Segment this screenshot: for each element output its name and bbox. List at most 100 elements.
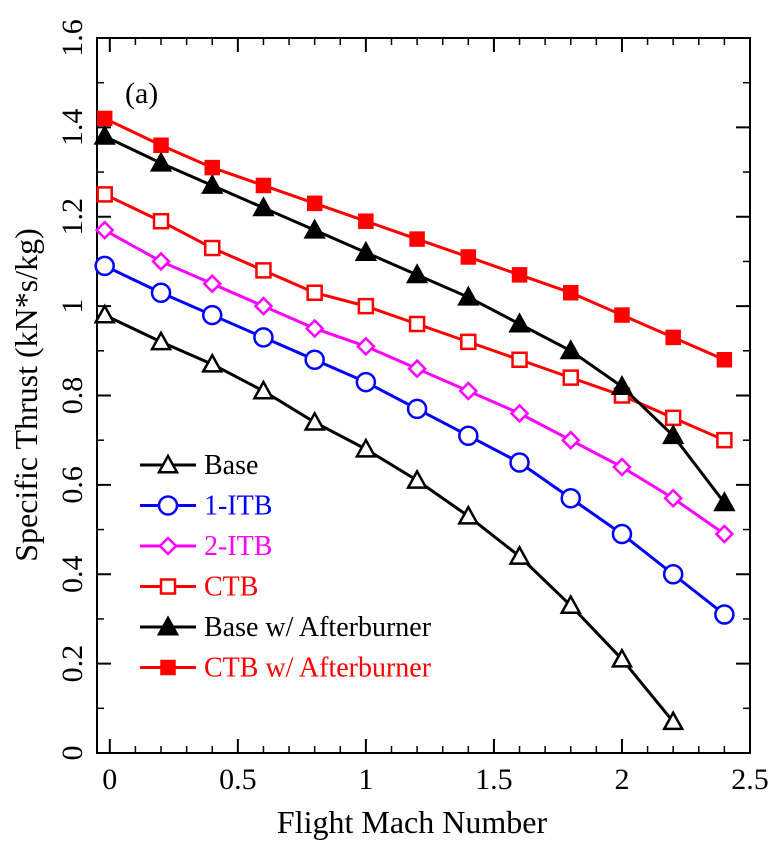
plot-frame xyxy=(96,37,751,754)
y-tick-label: 1.6 xyxy=(56,19,89,57)
data-point xyxy=(405,468,429,489)
y-tick-label: 0.2 xyxy=(56,645,89,683)
legend-marker xyxy=(157,495,179,516)
y-tick-label: 0.8 xyxy=(56,377,89,415)
series-4 xyxy=(93,124,736,512)
data-point xyxy=(662,564,684,585)
data-point xyxy=(358,213,374,229)
data-point xyxy=(94,220,115,240)
legend-label: CTB w/ Afterburner xyxy=(204,653,432,684)
data-point xyxy=(96,186,113,203)
panel-label: (a) xyxy=(125,77,158,110)
legend-marker xyxy=(160,659,176,676)
data-point xyxy=(408,315,426,333)
legend-item-3: CTB xyxy=(140,572,258,603)
data-point xyxy=(303,410,326,431)
data-point xyxy=(713,491,736,512)
data-point xyxy=(409,231,425,247)
data-point xyxy=(559,339,582,360)
legend-item-0: Base xyxy=(140,450,258,481)
data-point xyxy=(252,196,275,217)
data-point xyxy=(460,333,477,351)
data-point xyxy=(662,424,685,445)
data-point xyxy=(150,282,172,303)
data-point xyxy=(306,195,323,212)
x-tick-label: 1.5 xyxy=(475,763,513,796)
series-1 xyxy=(94,255,735,625)
legend-item-2: 2-ITB xyxy=(140,531,272,562)
x-tick-label: 0.5 xyxy=(219,763,257,796)
series-line xyxy=(104,313,675,723)
data-point xyxy=(149,151,173,172)
data-point xyxy=(93,303,116,324)
data-point xyxy=(663,488,683,509)
data-point xyxy=(153,137,169,153)
x-tick-label: 0 xyxy=(102,763,117,796)
legend-marker xyxy=(156,615,180,636)
data-point xyxy=(562,369,579,386)
data-point xyxy=(149,330,173,351)
data-point xyxy=(93,124,116,145)
legend-marker xyxy=(156,453,180,474)
data-point xyxy=(306,284,323,301)
data-point xyxy=(714,524,735,544)
legend-label: Base xyxy=(204,450,258,481)
legend-label: Base w/ Afterburner xyxy=(204,612,432,643)
data-point xyxy=(610,374,634,396)
data-point xyxy=(304,318,325,339)
data-point xyxy=(664,409,682,427)
data-point xyxy=(406,398,428,420)
data-point xyxy=(716,431,733,449)
data-point xyxy=(355,371,377,393)
data-point xyxy=(457,285,480,306)
data-point xyxy=(458,381,479,401)
y-tick-label: 0.6 xyxy=(56,466,89,504)
x-tick-label: 1 xyxy=(358,763,373,796)
data-point xyxy=(614,307,630,323)
data-point xyxy=(204,159,220,176)
data-point xyxy=(253,327,274,348)
axes: 0 0.5 1 1.5 2 2.5 0 0.2 0.4 0.6 0.8 1 1.2 1.4 1.6 xyxy=(56,19,769,796)
data-point xyxy=(304,349,325,370)
legend-marker xyxy=(158,536,178,556)
data-point xyxy=(508,312,531,333)
legend-item-4: Base w/ Afterburner xyxy=(140,612,432,643)
series-2 xyxy=(94,220,735,544)
data-point xyxy=(559,593,582,614)
data-point xyxy=(714,604,735,625)
data-point xyxy=(151,251,171,272)
data-point xyxy=(202,274,223,294)
legend-label: 2-ITB xyxy=(204,531,272,562)
y-tick-label: 0 xyxy=(56,746,89,761)
y-tick-label: 1.2 xyxy=(56,198,89,236)
x-axis-title: Flight Mach Number xyxy=(277,804,548,840)
data-point xyxy=(357,297,375,315)
data-point xyxy=(201,352,224,373)
data-point xyxy=(511,267,528,283)
series-layer xyxy=(93,110,736,731)
data-point xyxy=(201,304,223,326)
legend-marker xyxy=(159,578,177,595)
data-point xyxy=(407,358,427,379)
data-point xyxy=(253,296,274,316)
data-point xyxy=(255,262,272,279)
data-point xyxy=(458,425,479,446)
data-point xyxy=(201,173,224,194)
y-axis-title: Specific Thrust (kN*s/kg) xyxy=(8,228,44,562)
data-point xyxy=(96,110,113,127)
data-point xyxy=(405,263,429,284)
data-point xyxy=(203,239,221,257)
data-point xyxy=(354,437,378,458)
data-point xyxy=(460,249,477,265)
x-tick-label: 2.5 xyxy=(731,763,769,796)
data-point xyxy=(354,240,378,261)
y-tick-label: 1 xyxy=(56,299,89,314)
data-point xyxy=(508,544,531,565)
data-point xyxy=(152,212,170,230)
series-5 xyxy=(96,110,733,368)
series-0 xyxy=(93,303,685,731)
data-point xyxy=(255,177,272,194)
legend-label: 1-ITB xyxy=(204,491,272,522)
data-point xyxy=(665,329,681,346)
